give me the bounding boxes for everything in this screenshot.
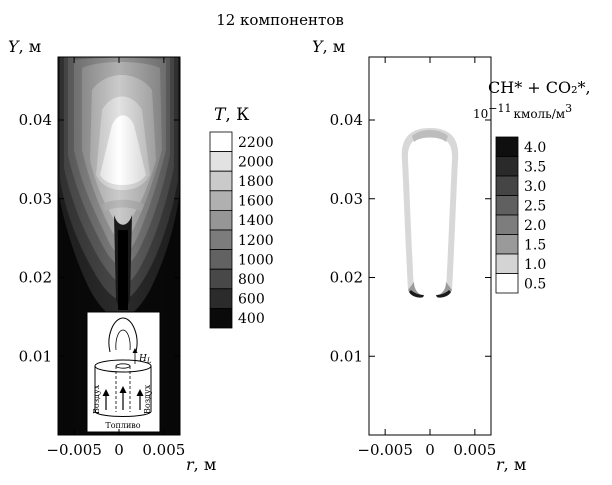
colorbar-label: 2.5 [524,198,546,214]
x-tick-label: 0.005 [453,441,496,459]
left-axes: −0.005 0 0.005 0.01 0.02 0.03 0.04 [19,57,185,459]
inset-flame-inner [115,329,131,351]
colorbar-label: 1400 [238,213,274,229]
inset-cylinder-bottom [94,411,152,417]
x-tick-label: 0 [425,441,435,459]
colorbar-label: 400 [238,311,265,327]
inset-arrow-air-right-head [136,389,144,396]
left-panel: HL Воздух Воздух Топливо −0.005 0 0.005 0.0… [8,37,274,474]
y-tick-label: 0.04 [19,111,52,129]
colorbar-label: 1.0 [524,257,546,273]
colorbar-emission-title: CH* + CO₂*, [488,78,591,97]
colorbar-swatch [495,214,519,235]
right-axes: −0.005 0 0.005 0.01 0.02 0.03 0.04 [330,57,496,459]
right-ylabel: Y, м [312,37,345,56]
y-tick-label: 0.01 [330,347,363,365]
y-tick-label: 0.02 [330,269,363,287]
colorbar-label: 2.0 [524,218,546,234]
x-tick-label: 0 [114,441,124,459]
colorbar-swatch [209,307,233,329]
inset-label-air-right: Воздух [143,384,152,414]
inset-flame-outline [108,317,138,353]
colorbar-swatch [209,249,233,270]
y-tick-label: 0.01 [19,347,52,365]
colorbar-swatch [495,156,519,177]
emission-field [401,128,459,298]
colorbar-label: 1.5 [524,237,546,253]
colorbar-swatch [209,131,233,153]
emission-right-peak [436,290,451,298]
colorbar-swatch [209,288,233,309]
right-panel: −0.005 0 0.005 0.01 0.02 0.03 0.04 Y, м r, м C… [312,37,591,474]
emission-top-shading [412,130,448,142]
colorbar-swatch [209,229,233,251]
inset-arrow-air-left-head [102,389,110,396]
colorbar-temperature-title: T, К [214,105,249,125]
colorbar-swatch [495,234,519,255]
colorbar-swatch [495,175,519,196]
inset-label-h: HL [138,354,152,365]
y-tick-label: 0.02 [19,269,52,287]
right-xlabel: r, м [496,455,526,474]
colorbar-label: 1800 [238,174,274,190]
y-tick-label: 0.03 [330,190,363,208]
colorbar-label: 4.0 [524,140,546,156]
colorbar-swatch [209,170,233,192]
temperature-field [58,57,180,435]
colorbar-temperature: 2200 2000 1800 1600 1400 1200 1000 800 600 400 [209,131,274,329]
colorbar-swatch [495,253,519,274]
emission-left-peak [409,290,424,298]
x-tick-label: −0.005 [357,441,413,459]
inset-arrow-fuel-head [119,386,127,393]
left-xlabel: r, м [186,455,216,474]
colorbar-label: 0.5 [524,276,546,292]
left-ylabel: Y, м [8,37,41,56]
x-tick-label: −0.005 [46,441,102,459]
y-tick-label: 0.03 [19,190,52,208]
colorbar-swatch [495,273,519,294]
colorbar-swatch [209,268,233,290]
emission-arch [401,128,459,290]
colorbar-swatch [495,195,519,216]
colorbar-label: 2200 [238,135,274,151]
colorbar-label: 2000 [238,154,274,170]
colorbar-emission-unit: 10−11 кмоль/м3 [473,102,572,121]
y-tick-label: 0.04 [330,111,363,129]
figure-title: 12 компонентов [216,11,344,29]
inset-height-arrow [132,348,138,353]
colorbar-label: 1200 [238,233,274,249]
colorbar-swatch [209,209,233,231]
x-tick-label: 0.005 [142,441,185,459]
colorbar-label: 3.0 [524,179,546,195]
inset-label-air-left: Воздух [92,384,101,414]
colorbar-swatch [209,190,233,211]
colorbar-swatch [209,151,233,172]
burner-inset: HL Воздух Воздух Топливо [86,311,161,433]
colorbar-label: 3.5 [524,159,546,175]
colorbar-swatch [495,136,519,157]
colorbar-emission: 4.0 3.5 3.0 2.5 2.0 1.5 1.0 0.5 [495,136,546,294]
colorbar-label: 1000 [238,252,274,268]
colorbar-label: 600 [238,292,265,308]
colorbar-label: 1600 [238,194,274,210]
inset-label-fuel: Топливо [105,421,140,430]
colorbar-label: 800 [238,272,265,288]
